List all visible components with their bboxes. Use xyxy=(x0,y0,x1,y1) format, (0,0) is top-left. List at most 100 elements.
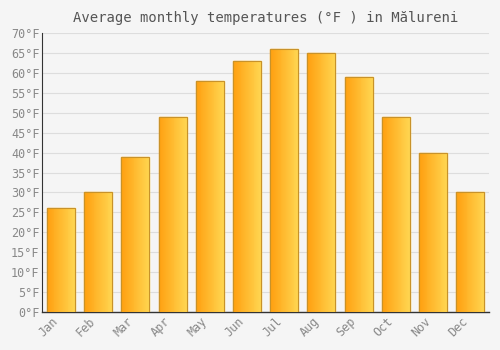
Bar xyxy=(52,208,54,312)
Bar xyxy=(288,49,289,312)
Bar xyxy=(88,193,89,312)
Bar xyxy=(248,61,249,312)
Bar xyxy=(206,81,207,312)
Bar xyxy=(395,117,396,312)
Bar xyxy=(181,117,182,312)
Bar xyxy=(434,153,435,312)
Bar xyxy=(178,117,179,312)
Bar xyxy=(92,193,94,312)
Bar xyxy=(431,153,432,312)
Bar xyxy=(171,117,172,312)
Title: Average monthly temperatures (°F ) in Mălureni: Average monthly temperatures (°F ) in Mă… xyxy=(73,11,458,25)
Bar xyxy=(183,117,184,312)
Bar xyxy=(370,77,371,312)
Bar xyxy=(172,117,174,312)
Bar xyxy=(62,208,63,312)
Bar xyxy=(140,156,141,312)
Bar xyxy=(86,193,87,312)
Bar xyxy=(354,77,355,312)
Bar xyxy=(400,117,402,312)
Bar xyxy=(310,53,311,312)
Bar xyxy=(482,193,484,312)
Bar xyxy=(314,53,315,312)
Bar xyxy=(292,49,294,312)
Bar xyxy=(393,117,394,312)
Bar xyxy=(131,156,132,312)
Bar xyxy=(396,117,397,312)
Bar xyxy=(70,208,71,312)
Bar xyxy=(390,117,391,312)
Bar xyxy=(101,193,102,312)
Bar xyxy=(212,81,214,312)
Bar xyxy=(284,49,285,312)
Bar xyxy=(331,53,332,312)
Bar xyxy=(73,208,74,312)
Bar xyxy=(348,77,350,312)
Bar xyxy=(391,117,392,312)
Bar xyxy=(89,193,90,312)
Bar xyxy=(219,81,220,312)
Bar xyxy=(251,61,252,312)
Bar xyxy=(316,53,317,312)
Bar xyxy=(369,77,370,312)
Bar xyxy=(317,53,318,312)
Bar xyxy=(252,61,254,312)
Bar xyxy=(357,77,358,312)
Bar xyxy=(282,49,284,312)
Bar xyxy=(160,117,162,312)
Bar xyxy=(394,117,395,312)
Bar xyxy=(308,53,336,312)
Bar xyxy=(398,117,400,312)
Bar xyxy=(60,208,61,312)
Bar xyxy=(458,193,459,312)
Bar xyxy=(371,77,372,312)
Bar xyxy=(325,53,326,312)
Bar xyxy=(406,117,407,312)
Bar xyxy=(344,77,346,312)
Bar xyxy=(222,81,223,312)
Bar xyxy=(459,193,460,312)
Bar xyxy=(208,81,209,312)
Bar xyxy=(209,81,210,312)
Bar xyxy=(196,81,197,312)
Bar xyxy=(158,117,160,312)
Bar xyxy=(164,117,165,312)
Bar xyxy=(50,208,51,312)
Bar xyxy=(244,61,245,312)
Bar xyxy=(220,81,221,312)
Bar xyxy=(204,81,205,312)
Bar xyxy=(405,117,406,312)
Bar xyxy=(233,61,261,312)
Bar xyxy=(66,208,68,312)
Bar xyxy=(84,193,85,312)
Bar xyxy=(326,53,327,312)
Bar xyxy=(108,193,110,312)
Bar xyxy=(366,77,367,312)
Bar xyxy=(419,153,420,312)
Bar xyxy=(165,117,166,312)
Bar xyxy=(383,117,384,312)
Bar xyxy=(287,49,288,312)
Bar xyxy=(402,117,404,312)
Bar xyxy=(432,153,433,312)
Bar xyxy=(238,61,240,312)
Bar xyxy=(174,117,176,312)
Bar xyxy=(466,193,468,312)
Bar xyxy=(167,117,168,312)
Bar xyxy=(68,208,70,312)
Bar xyxy=(48,208,49,312)
Bar xyxy=(318,53,320,312)
Bar xyxy=(202,81,203,312)
Bar xyxy=(47,208,48,312)
Bar xyxy=(275,49,276,312)
Bar xyxy=(442,153,444,312)
Bar xyxy=(146,156,148,312)
Bar xyxy=(138,156,139,312)
Bar xyxy=(476,193,477,312)
Bar xyxy=(64,208,66,312)
Bar xyxy=(289,49,290,312)
Bar xyxy=(382,117,383,312)
Bar xyxy=(334,53,336,312)
Bar xyxy=(198,81,200,312)
Bar xyxy=(324,53,325,312)
